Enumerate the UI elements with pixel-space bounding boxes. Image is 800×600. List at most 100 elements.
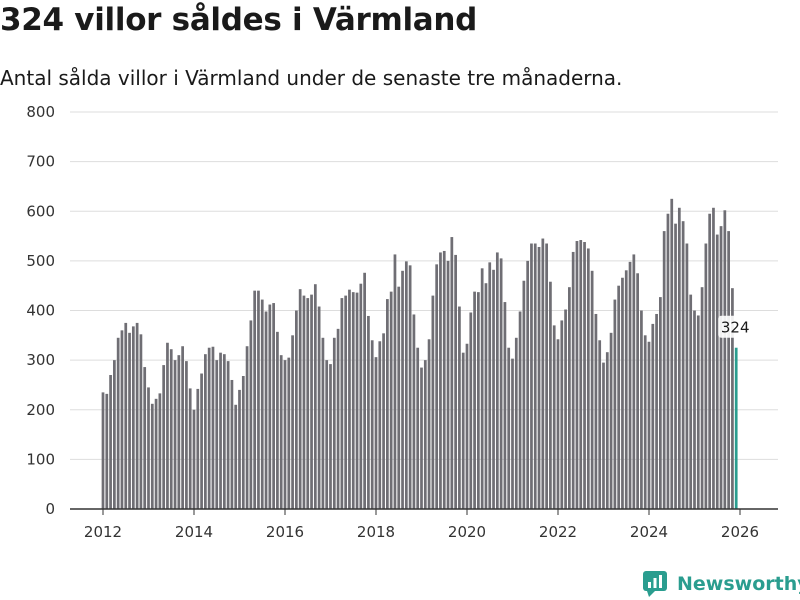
bar — [340, 298, 344, 509]
bar — [135, 322, 139, 509]
bar — [313, 284, 317, 509]
bar — [681, 221, 685, 509]
bar — [492, 269, 495, 509]
bar — [636, 273, 639, 509]
bar — [204, 354, 207, 509]
bar — [431, 295, 435, 509]
bar — [545, 243, 548, 509]
bar — [348, 289, 351, 509]
bar — [499, 258, 503, 509]
y-tick-label: 500 — [26, 252, 55, 270]
bar — [427, 339, 431, 509]
bar — [522, 280, 526, 509]
x-tick-label: 2024 — [630, 523, 668, 541]
bar — [302, 295, 306, 509]
bar — [241, 376, 245, 509]
chart-subtitle: Antal sålda villor i Värmland under de s… — [0, 66, 623, 90]
bar — [351, 292, 355, 509]
bar — [386, 299, 389, 509]
bar — [317, 306, 321, 509]
bar — [279, 355, 283, 509]
bar — [181, 346, 184, 509]
x-tick-label: 2016 — [266, 523, 304, 541]
bar — [617, 285, 621, 509]
bar — [260, 299, 264, 509]
newsworthy-logo-icon — [643, 571, 667, 597]
highlight-value-label: 324 — [721, 319, 750, 337]
bar — [245, 346, 249, 509]
bar — [507, 347, 511, 509]
bar — [404, 261, 408, 509]
bar — [696, 315, 700, 509]
bar — [382, 333, 385, 509]
bar — [219, 352, 222, 509]
bar — [154, 398, 158, 509]
bar — [378, 341, 382, 509]
bar — [389, 291, 393, 509]
bar — [329, 364, 332, 509]
bar — [101, 392, 105, 509]
bar — [477, 292, 480, 509]
bar — [169, 349, 173, 509]
bar — [173, 360, 177, 510]
bar — [674, 223, 677, 509]
y-tick-label: 0 — [45, 500, 55, 518]
bar — [207, 347, 211, 509]
bar — [590, 270, 594, 509]
bar — [514, 337, 518, 509]
bar — [670, 198, 674, 509]
bar — [124, 322, 128, 509]
bar — [640, 310, 643, 509]
bar — [272, 303, 275, 509]
bar — [677, 207, 681, 509]
bar — [685, 243, 689, 509]
bar — [484, 283, 488, 509]
bar — [715, 234, 719, 509]
bar — [659, 297, 662, 509]
bar — [268, 304, 272, 509]
bar — [416, 347, 420, 509]
bar — [166, 342, 169, 509]
bar — [518, 311, 522, 509]
bar — [450, 237, 454, 509]
x-tick-label: 2022 — [539, 523, 577, 541]
bar — [291, 335, 294, 509]
bar — [586, 248, 590, 509]
bar — [442, 250, 446, 509]
bar — [571, 251, 575, 509]
bar — [689, 294, 693, 509]
bar — [325, 360, 329, 510]
bar — [177, 355, 181, 509]
bar — [162, 365, 166, 509]
bar — [321, 337, 325, 509]
x-tick-label: 2014 — [175, 523, 213, 541]
bar — [564, 309, 567, 509]
bar — [128, 332, 131, 509]
bar — [568, 287, 571, 509]
bar — [211, 346, 215, 509]
bar — [511, 358, 514, 509]
bar — [503, 302, 507, 509]
y-tick-label: 300 — [26, 351, 55, 369]
bar — [397, 286, 401, 509]
bar — [609, 332, 613, 509]
bar — [276, 331, 279, 509]
bar — [693, 310, 696, 509]
bar — [530, 243, 533, 509]
bar — [666, 213, 670, 510]
bar — [628, 261, 632, 509]
x-tick-label: 2026 — [721, 523, 759, 541]
bar — [446, 260, 450, 510]
bar — [605, 352, 609, 509]
bar — [131, 326, 135, 509]
bar — [196, 388, 200, 509]
bar — [295, 310, 298, 509]
bar — [298, 289, 302, 509]
bar — [215, 360, 219, 510]
bar — [253, 290, 257, 509]
bar — [556, 339, 560, 509]
bar — [412, 314, 416, 509]
y-tick-label: 800 — [26, 103, 55, 121]
bar — [473, 291, 476, 509]
bar — [158, 393, 162, 509]
